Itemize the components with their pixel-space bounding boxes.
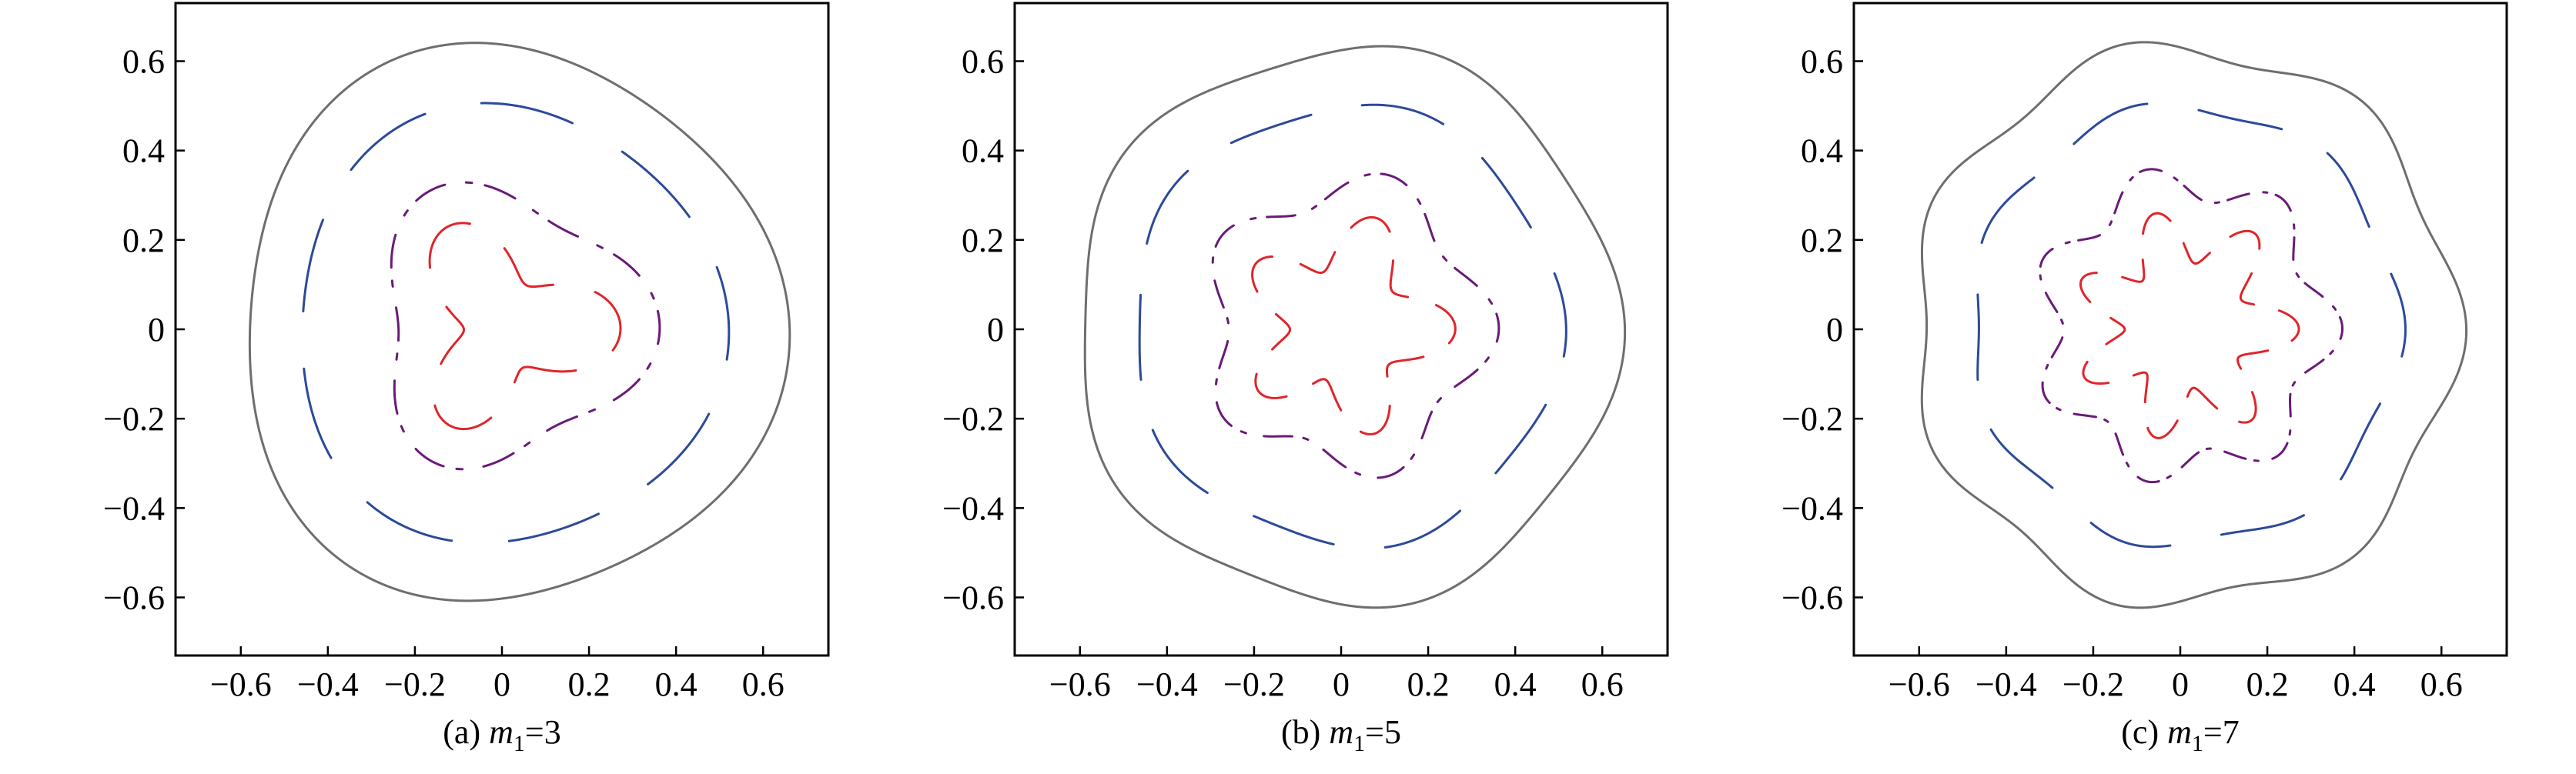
x-tick-label: 0 (2172, 666, 2189, 703)
caption-prefix: (c) (2121, 713, 2167, 751)
caption-value: =3 (525, 713, 561, 751)
caption-variable: m (489, 713, 514, 751)
caption-value: =5 (1365, 713, 1401, 751)
x-tick-label: 0.2 (2246, 666, 2289, 703)
caption-variable: m (2167, 713, 2192, 751)
x-tick-label: −0.2 (1223, 666, 1285, 703)
x-tick-label: −0.2 (384, 666, 446, 703)
panel-a-curve-2 (301, 102, 731, 545)
y-tick-label: 0.2 (1801, 222, 1843, 259)
panels-group: −0.6 −0.4 −0.2 0 0.2 0.4 0.6 −0.6 −0.4 −0.2 0 0.2 0.… (103, 2, 2508, 756)
panel-c: −0.6 −0.4 −0.2 0 0.2 0.4 0.6 −0.6 −0.4 −0.2 0 0.2 0.… (1781, 2, 2508, 756)
panel-c-curve-4 (2079, 212, 2300, 439)
x-tick-label: −0.4 (1136, 666, 1198, 703)
x-tick-label: 0 (1333, 666, 1350, 703)
x-tick-label: −0.4 (1975, 666, 2037, 703)
panel-b-curve-2 (1138, 103, 1567, 550)
y-tick-label: −0.6 (103, 579, 165, 616)
y-tick-label: −0.2 (1781, 400, 1843, 438)
y-tick-label: −0.4 (942, 489, 1004, 527)
panel-caption: (b) m1=5 (1281, 713, 1401, 756)
x-tick-label: 0.6 (1581, 666, 1624, 703)
x-tick-label: 0.4 (1494, 666, 1537, 703)
caption-variable: m (1329, 713, 1353, 751)
y-tick-label: 0.2 (962, 222, 1004, 259)
y-tick-label: 0.2 (122, 222, 165, 259)
x-tick-label: −0.6 (1049, 666, 1111, 703)
y-tick-label: 0.6 (962, 43, 1004, 81)
panel-b-curve-1 (1083, 45, 1627, 609)
panel-a: −0.6 −0.4 −0.2 0 0.2 0.4 0.6 −0.6 −0.4 −0.2 0 0.2 0.… (103, 2, 830, 756)
x-tick-label: 0.4 (655, 666, 698, 703)
caption-value: =7 (2203, 713, 2240, 751)
x-tick-label: 0.4 (2333, 666, 2376, 703)
x-tick-label: 0 (493, 666, 510, 703)
y-tick-label: 0 (1826, 311, 1843, 349)
y-tick-label: −0.6 (942, 579, 1004, 616)
panel-caption: (a) m1=3 (443, 713, 560, 756)
panel-a-curve-4 (428, 222, 622, 431)
y-tick-label: 0.4 (122, 132, 165, 170)
panel-a-curve-1 (248, 42, 791, 602)
panel-c-curve-2 (1975, 102, 2407, 549)
panel-c-curve-1 (1920, 41, 2468, 609)
y-tick-label: 0.6 (1801, 43, 1843, 81)
panel-a-curve-3 (390, 181, 661, 471)
caption-prefix: (b) (1281, 713, 1329, 751)
panel-b-curve-4 (1251, 215, 1457, 435)
y-tick-label: −0.2 (942, 400, 1004, 438)
caption-subscript: 1 (2192, 731, 2203, 756)
y-tick-label: 0.6 (122, 43, 165, 81)
y-tick-label: 0.4 (962, 132, 1004, 170)
panel-b-frame (1013, 2, 1669, 657)
panel-b: −0.6 −0.4 −0.2 0 0.2 0.4 0.6 −0.6 −0.4 −0.2 0 0.2 0.… (942, 2, 1669, 756)
x-tick-label: 0.2 (1407, 666, 1450, 703)
y-tick-label: −0.2 (103, 400, 165, 438)
x-tick-label: −0.6 (1889, 666, 1950, 703)
x-tick-label: −0.6 (210, 666, 272, 703)
panel-b-curve-3 (1211, 172, 1500, 479)
y-tick-label: 0 (148, 311, 165, 349)
x-tick-label: −0.2 (2062, 666, 2124, 703)
y-tick-label: 0 (987, 311, 1004, 349)
x-tick-label: 0.6 (2420, 666, 2463, 703)
caption-subscript: 1 (1353, 731, 1365, 756)
y-tick-label: −0.6 (1781, 579, 1843, 616)
panel-c-frame (1852, 2, 2508, 657)
panel-caption: (c) m1=7 (2121, 713, 2239, 756)
caption-subscript: 1 (514, 731, 525, 756)
x-tick-label: 0.6 (742, 666, 785, 703)
panel-a-frame (174, 2, 830, 657)
panel-c-curve-3 (2039, 168, 2344, 484)
y-tick-label: 0.4 (1801, 132, 1843, 170)
y-tick-label: −0.4 (103, 489, 165, 527)
x-tick-label: 0.2 (568, 666, 611, 703)
y-tick-label: −0.4 (1781, 489, 1843, 527)
x-tick-label: −0.4 (297, 666, 359, 703)
caption-prefix: (a) (443, 713, 489, 751)
